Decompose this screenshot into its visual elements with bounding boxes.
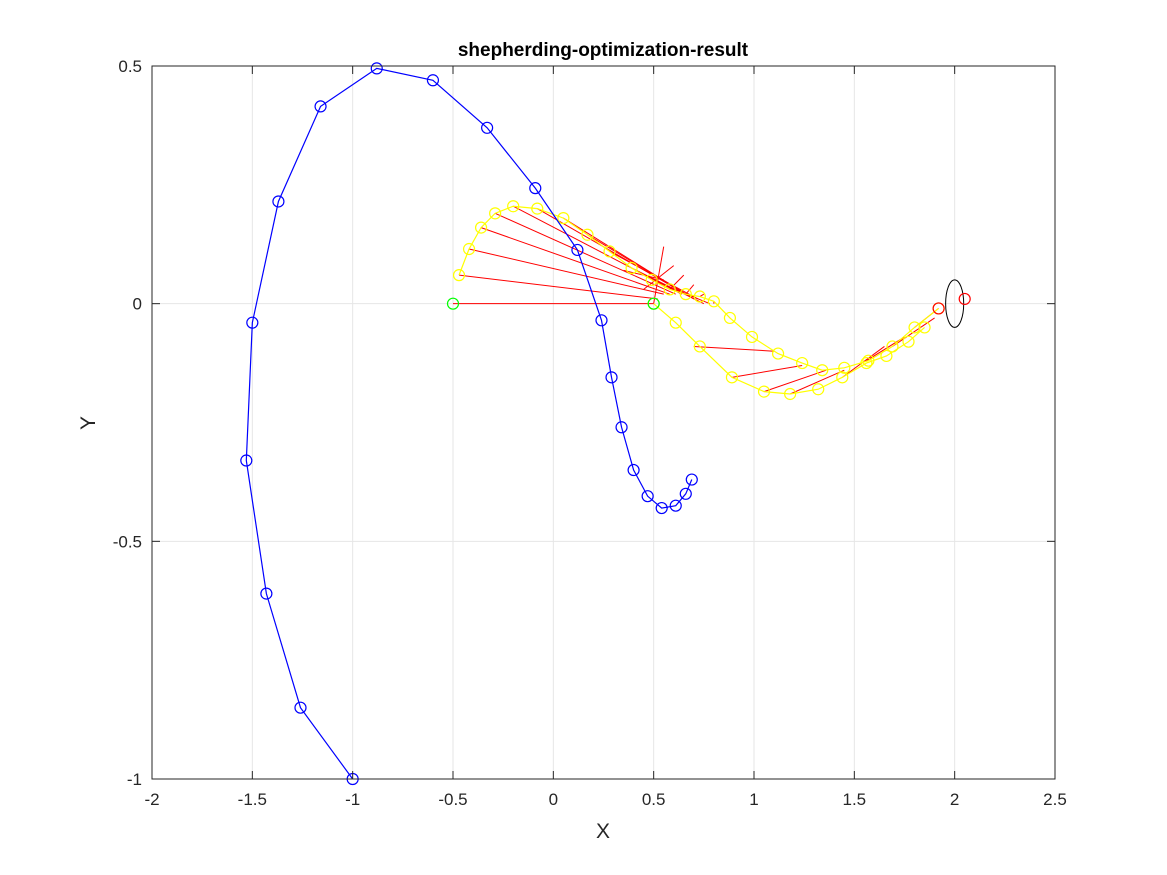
link-segment (685, 284, 695, 295)
goal-region (945, 279, 965, 328)
shepherd-point (595, 314, 608, 327)
x-tick-label: -1.5 (238, 790, 267, 809)
plot-frame (151, 65, 1056, 780)
link-segment (763, 369, 827, 393)
goal-marker (958, 292, 971, 306)
sheep-point (812, 383, 825, 396)
sheep-point (452, 269, 466, 282)
link-segment (731, 364, 803, 378)
x-tick-label: 1 (749, 790, 758, 809)
sheep-point (784, 387, 797, 401)
y-tick-label: -1 (127, 770, 142, 789)
shepherd-point (655, 501, 668, 515)
sheep-point (603, 245, 616, 258)
sheep-point (902, 335, 915, 348)
y-tick-label: 0.5 (118, 57, 142, 76)
x-tick-label: 2 (950, 790, 959, 809)
shepherd-point (314, 100, 327, 113)
y-axis-label: Y (77, 416, 100, 430)
sheep-point (645, 273, 658, 286)
sheep-point (581, 228, 594, 241)
sheep-point (886, 340, 899, 353)
shepherd-point (529, 182, 542, 195)
sheep-point (757, 385, 771, 398)
link-segment (653, 246, 665, 304)
link-segment (480, 227, 670, 295)
shepherd-point (370, 62, 383, 75)
shepherd-point (426, 74, 440, 87)
x-tick-label: 1.5 (843, 790, 867, 809)
start-point (446, 297, 460, 310)
shepherd-point (685, 473, 698, 486)
sheep-point (462, 242, 476, 256)
link-segment (693, 345, 775, 352)
data-layer (240, 62, 971, 786)
tick-layer: -2 -1.5 -1 -0.5 0 0.5 1 1.5 2 2.5 -1 -0.5 0 0.5 (113, 57, 1067, 809)
sheep-point (745, 330, 759, 344)
start-point (647, 297, 660, 310)
sheep-point (679, 288, 692, 301)
link-segment (669, 274, 685, 290)
shepherd-point (615, 421, 628, 434)
x-tick-label: -2 (144, 790, 159, 809)
sheep-path-line (458, 205, 939, 371)
sheep-point (918, 321, 931, 334)
shepherd-point (481, 121, 494, 134)
link-segment (512, 205, 682, 295)
chart-title: shepherding-optimization-result (458, 40, 749, 61)
sheep-point (693, 290, 706, 303)
shepherd-point (272, 195, 285, 208)
sheep-point (880, 349, 893, 363)
sheep-point (669, 316, 682, 329)
shepherd-point (571, 243, 584, 257)
sheep-point (707, 295, 720, 308)
x-tick-label: -1 (345, 790, 360, 809)
shepherd-point (294, 701, 307, 714)
sheep-point (557, 212, 570, 225)
shepherd-point (605, 371, 618, 384)
sheep-point (723, 311, 737, 325)
sheep-point (838, 361, 851, 374)
link-segment (468, 248, 664, 295)
shepherd-point (679, 487, 692, 500)
link-segment (458, 274, 658, 300)
sheep-point (862, 354, 875, 367)
sheep-point (725, 371, 739, 384)
sheep-point (625, 261, 638, 275)
shepherd-point (669, 499, 682, 512)
shepherd-point (641, 490, 654, 503)
goal-marker (932, 302, 945, 315)
x-axis-label: X (596, 820, 610, 843)
sheep-point (663, 283, 676, 296)
link-segment (631, 267, 705, 305)
link-segment (587, 234, 695, 300)
sheep-point (796, 356, 809, 370)
x-tick-label: 0 (549, 790, 558, 809)
sheep-point (771, 347, 785, 360)
shepherd-point (260, 587, 273, 600)
sheep-point (507, 200, 520, 213)
link-segment (789, 369, 845, 395)
x-tick-label: 0.5 (642, 790, 666, 809)
y-tick-label: 0 (133, 295, 142, 314)
y-tick-label: -0.5 (113, 532, 142, 551)
link-segment (643, 265, 675, 290)
shepherd-point (246, 316, 259, 329)
x-tick-label: 2.5 (1043, 790, 1067, 809)
sheep-point (531, 202, 544, 215)
sheep-point (836, 371, 849, 384)
shepherd-point (627, 463, 640, 477)
shepherd-path-line (245, 67, 693, 780)
sheep-point (474, 221, 488, 234)
shepherd-point (240, 454, 253, 467)
sheep-point (489, 207, 502, 220)
sheep-point (693, 340, 706, 353)
x-tick-label: -0.5 (438, 790, 467, 809)
sheep-point (816, 364, 829, 377)
sheep-point (908, 321, 921, 334)
sheep-point (860, 356, 873, 370)
